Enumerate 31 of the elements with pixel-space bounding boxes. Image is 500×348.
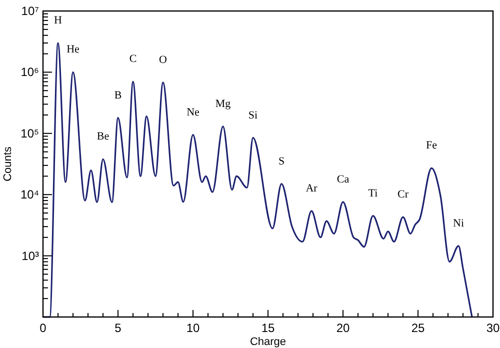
y-tick-label: 10⁵	[20, 126, 40, 140]
x-tick-label: 5	[114, 321, 122, 335]
annotation: C	[129, 53, 137, 66]
annotation: Fe	[426, 140, 438, 152]
annotation: Ni	[453, 217, 464, 230]
y-tick-label: 10³	[22, 248, 40, 263]
annotation: H	[54, 14, 62, 27]
y-tick-label: 10⁶	[20, 65, 40, 80]
annotation: Ne	[186, 106, 200, 118]
annotation: O	[159, 54, 168, 66]
annotation: B	[114, 89, 122, 102]
x-tick-label: 20	[336, 321, 350, 335]
annotation: Be	[96, 130, 110, 143]
annotation: Cr	[398, 188, 409, 201]
line-series	[43, 42, 473, 318]
annotation: Mg	[215, 98, 232, 110]
annotation: Ar	[306, 182, 318, 195]
annotation: He	[66, 44, 80, 56]
x-tick-label: 15	[261, 321, 275, 335]
y-tick-label: 10⁷	[21, 4, 39, 18]
x-tick-label: 0	[40, 321, 47, 335]
annotation: Ti	[368, 187, 378, 200]
annotation: Ca	[336, 173, 350, 186]
y-axis-title: Counts	[2, 146, 14, 182]
x-tick-label: 10	[186, 321, 200, 335]
x-tick-label: 25	[411, 321, 425, 335]
y-tick-label: 10⁴	[20, 188, 39, 202]
annotation: Si	[248, 109, 258, 122]
x-tick-label: 30	[486, 321, 500, 335]
annotation: S	[278, 155, 285, 168]
x-axis-title: Charge	[250, 336, 286, 348]
